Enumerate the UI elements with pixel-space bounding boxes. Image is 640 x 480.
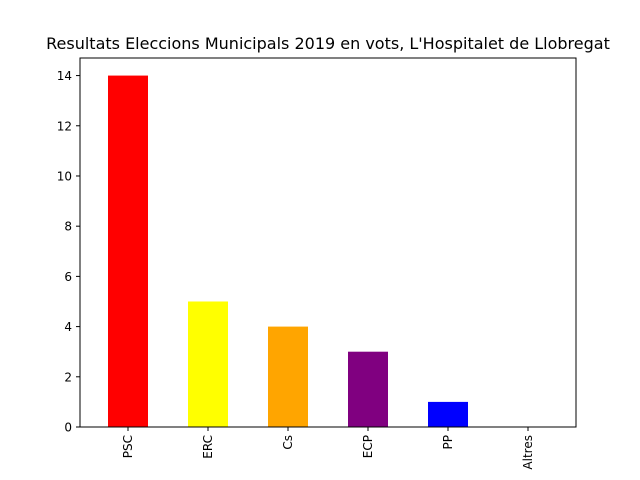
bar-erc [188,301,228,427]
y-tick-label-12: 12 [57,119,72,133]
y-tick-label-10: 10 [57,169,72,183]
y-axis: 0 2 4 6 8 10 12 14 [57,69,80,435]
y-tick-label-4: 4 [64,320,72,334]
plot-frame [79,57,577,428]
x-tick-label-psc: PSC [121,435,135,458]
x-axis: PSC ERC Cs ECP PP Altres [121,427,535,470]
bar-pp [428,401,468,427]
bar-ecp [348,351,388,427]
x-tick-label-erc: ERC [201,435,215,459]
chart-title: Resultats Eleccions Municipals 2019 en v… [46,34,610,53]
y-tick-label-8: 8 [64,220,72,234]
x-tick-label-altres: Altres [521,435,535,470]
x-tick-label-pp: PP [441,435,455,449]
x-tick-label-ecp: ECP [361,435,375,458]
bars-group [108,75,468,428]
bar-psc [108,75,148,428]
y-tick-label-14: 14 [57,69,72,83]
y-tick-label-0: 0 [64,421,72,435]
y-tick-label-2: 2 [64,370,72,384]
x-tick-label-cs: Cs [281,435,295,450]
y-tick-label-6: 6 [64,270,72,284]
bar-cs [268,326,308,427]
